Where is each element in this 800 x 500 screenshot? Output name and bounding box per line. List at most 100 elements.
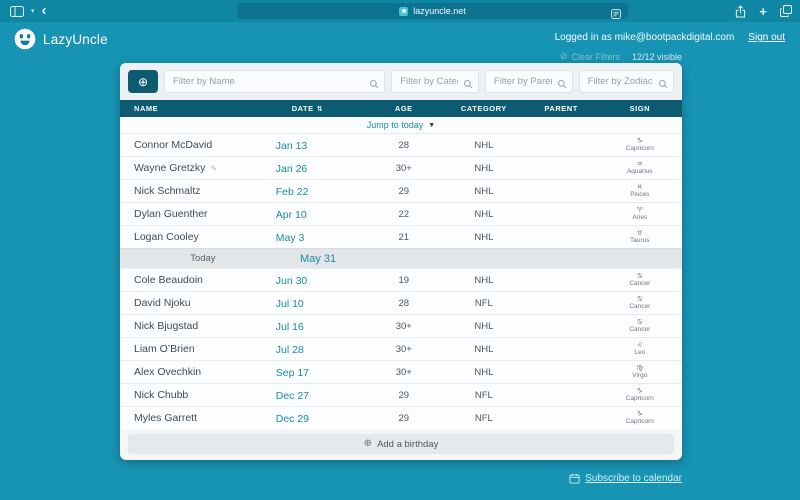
age-value: 29 xyxy=(398,412,410,424)
zodiac-symbol-icon: ♈ xyxy=(636,206,643,215)
person-name: Connor McDavid xyxy=(134,139,213,151)
column-header-date[interactable]: DATE ⇅ xyxy=(291,104,324,113)
zodiac-name: Capricorn xyxy=(625,395,654,403)
zodiac-symbol-icon: ♉ xyxy=(636,229,643,238)
chevron-down-icon[interactable]: ▾ xyxy=(31,7,35,15)
table-row[interactable]: David Njoku Jul 10 28 NFL ♋ Cancer xyxy=(120,291,682,314)
age-value: 30+ xyxy=(395,162,412,174)
sidebar-icon[interactable] xyxy=(10,5,24,17)
zodiac-name: Pisces xyxy=(630,191,650,199)
sort-icon: ⇅ xyxy=(316,106,324,113)
jump-to-today-button[interactable]: Jump to today ▼ xyxy=(120,117,682,133)
zodiac-symbol-icon: ♋ xyxy=(636,318,643,327)
add-birthday-button[interactable]: ⊕ Add a birthday xyxy=(128,434,674,454)
jump-to-today-label: Jump to today xyxy=(366,120,424,130)
table-row[interactable]: Connor McDavid Jan 13 28 NHL ♑ Capricorn xyxy=(120,133,682,156)
today-divider-row: Today May 31 xyxy=(120,248,682,268)
filter-parent-input[interactable] xyxy=(484,70,573,93)
person-name: Myles Garrett xyxy=(134,412,198,424)
zodiac-sign: ♋ Cancer xyxy=(598,295,682,311)
zodiac-sign: ♑ Capricorn xyxy=(598,387,682,403)
person-name: Wayne Gretzky xyxy=(134,162,206,174)
person-name: Alex Ovechkin xyxy=(134,366,202,378)
category-value: NHL xyxy=(474,162,494,174)
rows-after-today: Cole Beaudoin Jun 30 19 NHL ♋ Cancer Dav… xyxy=(120,268,682,429)
column-header-category: CATEGORY xyxy=(460,104,507,113)
birthday-date-link[interactable]: Jul 16 xyxy=(275,321,304,333)
filter-name-input[interactable] xyxy=(164,70,386,93)
reader-icon[interactable] xyxy=(611,6,621,24)
table-row[interactable]: Liam O’Brien Jul 28 30+ NHL ♌ Leo xyxy=(120,337,682,360)
filter-bar: ⊕ xyxy=(120,63,682,100)
category-value: NHL xyxy=(474,231,494,243)
table-row[interactable]: Wayne Gretzky ✎ Jan 26 30+ NHL ♒ Aquariu… xyxy=(120,156,682,179)
rows-before-today: Connor McDavid Jan 13 28 NHL ♑ Capricorn… xyxy=(120,133,682,248)
birthday-date-link[interactable]: Dec 27 xyxy=(275,390,310,402)
column-header-parent: PARENT xyxy=(544,104,578,113)
birthday-date-link[interactable]: Apr 10 xyxy=(275,209,307,221)
table-row[interactable]: Logan Cooley May 3 21 NHL ♉ Taurus xyxy=(120,225,682,248)
person-name: Liam O’Brien xyxy=(134,343,195,355)
person-name: Nick Chubb xyxy=(134,389,189,401)
table-row[interactable]: Myles Garrett Dec 29 29 NFL ♑ Capricorn xyxy=(120,406,682,429)
column-header-sign: SIGN xyxy=(629,104,651,113)
zodiac-sign: ♋ Cancer xyxy=(598,272,682,288)
person-name: David Njoku xyxy=(134,297,191,309)
birthday-date-link[interactable]: Jun 30 xyxy=(275,275,308,287)
today-label: Today xyxy=(190,253,216,264)
zodiac-name: Leo xyxy=(634,349,646,357)
category-value: NHL xyxy=(474,320,494,332)
table-row[interactable]: Nick Bjugstad Jul 16 30+ NHL ♋ Cancer xyxy=(120,314,682,337)
person-name: Nick Schmaltz xyxy=(134,185,201,197)
clear-filters-button[interactable]: ⊘ Clear Filters xyxy=(560,51,620,62)
zodiac-sign: ♓ Pisces xyxy=(598,183,682,199)
today-date-link[interactable]: May 31 xyxy=(300,252,337,265)
table-row[interactable]: Nick Schmaltz Feb 22 29 NHL ♓ Pisces xyxy=(120,179,682,202)
category-value: NFL xyxy=(474,389,493,401)
table-row[interactable]: Dylan Guenther Apr 10 22 NHL ♈ Aries xyxy=(120,202,682,225)
filter-zodiac-input[interactable] xyxy=(578,70,674,93)
zodiac-name: Capricorn xyxy=(625,145,654,153)
birthday-date-link[interactable]: Jul 28 xyxy=(275,344,304,356)
add-birthday-label: Add a birthday xyxy=(377,438,439,450)
share-icon[interactable] xyxy=(735,4,746,18)
age-value: 30+ xyxy=(395,343,412,355)
birthday-date-link[interactable]: Jan 13 xyxy=(275,140,308,152)
category-value: NHL xyxy=(474,185,494,197)
table-row[interactable]: Cole Beaudoin Jun 30 19 NHL ♋ Cancer xyxy=(120,268,682,291)
birthday-date-link[interactable]: Feb 22 xyxy=(275,186,309,198)
tab-overview-icon[interactable] xyxy=(780,5,792,17)
add-birthday-button-compact[interactable]: ⊕ xyxy=(128,70,158,93)
age-value: 21 xyxy=(398,231,410,243)
app-title: LazyUncle xyxy=(43,31,108,47)
zodiac-name: Aquarius xyxy=(626,168,653,176)
zodiac-symbol-icon: ♒ xyxy=(636,160,643,169)
age-value: 30+ xyxy=(395,320,412,332)
person-name: Logan Cooley xyxy=(134,231,199,243)
birthday-date-link[interactable]: Jan 26 xyxy=(275,163,308,175)
birthday-date-link[interactable]: May 3 xyxy=(275,232,305,244)
birthday-table-card: ⊕ xyxy=(120,63,682,460)
birthday-date-link[interactable]: Sep 17 xyxy=(275,367,310,379)
sign-out-link[interactable]: Sign out xyxy=(748,32,785,43)
table-row[interactable]: Alex Ovechkin Sep 17 30+ NHL ♍ Virgo xyxy=(120,360,682,383)
back-icon[interactable]: ‹ xyxy=(41,1,47,19)
filter-category-input[interactable] xyxy=(391,70,479,93)
table-header-row: NAME DATE ⇅ AGE CATEGORY PARENT SIGN xyxy=(120,100,682,117)
zodiac-symbol-icon: ♌ xyxy=(636,341,643,350)
subscribe-to-calendar-link[interactable]: Subscribe to calendar xyxy=(569,473,682,484)
app-logo-face-icon xyxy=(14,28,36,50)
address-bar[interactable]: lazyuncle.net xyxy=(237,3,628,19)
birthday-date-link[interactable]: Dec 29 xyxy=(275,413,310,425)
age-value: 28 xyxy=(398,139,410,151)
zodiac-name: Cancer xyxy=(629,280,651,288)
circle-plus-icon: ⊕ xyxy=(137,74,149,89)
new-tab-icon[interactable]: + xyxy=(759,3,767,19)
table-row[interactable]: Nick Chubb Dec 27 29 NFL ♑ Capricorn xyxy=(120,383,682,406)
birthday-date-link[interactable]: Jul 10 xyxy=(275,298,304,310)
age-value: 29 xyxy=(398,185,410,197)
category-value: NHL xyxy=(474,343,494,355)
zodiac-sign: ♑ Capricorn xyxy=(598,410,682,426)
subscribe-label: Subscribe to calendar xyxy=(585,473,682,484)
zodiac-sign: ♌ Leo xyxy=(598,341,682,357)
